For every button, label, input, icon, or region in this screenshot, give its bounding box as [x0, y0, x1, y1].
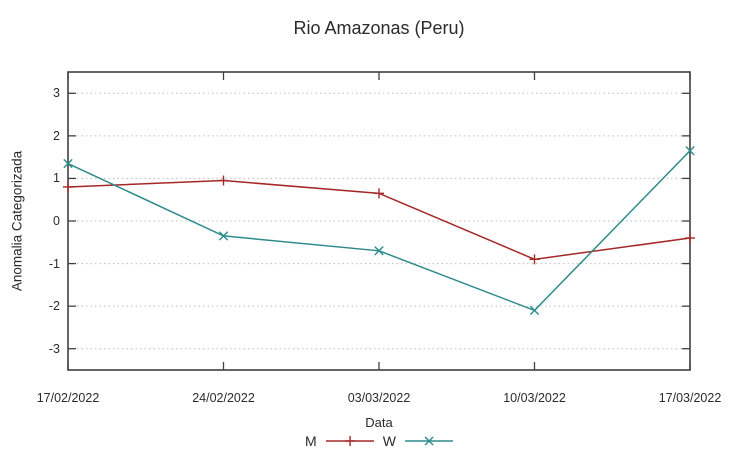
y-tick-label: -3 — [48, 341, 60, 356]
y-tick-label: 2 — [53, 128, 60, 143]
legend-sample-M — [325, 436, 374, 446]
legend-label-M: M — [305, 433, 317, 449]
y-tick-label: 0 — [53, 214, 60, 228]
x-tick-label: 17/03/2022 — [658, 391, 722, 405]
y-tick-label: -2 — [48, 299, 60, 314]
marker-cross-W — [374, 246, 384, 256]
plot-area — [63, 71, 695, 371]
x-tick-label: 17/02/2022 — [36, 391, 100, 405]
x-tick-label: 24/02/2022 — [192, 391, 255, 405]
marker-cross-W — [63, 158, 73, 169]
legend-item-W: W — [383, 433, 453, 449]
chart-title: Rio Amazonas (Peru) — [293, 18, 465, 38]
marker-cross-W — [529, 305, 540, 316]
y-tick-label: 3 — [53, 86, 60, 101]
marker-cross-W — [218, 231, 229, 241]
x-tick-label: 03/03/2022 — [347, 391, 411, 405]
y-tick-label: -1 — [48, 256, 60, 271]
legend-sample-W — [404, 436, 453, 446]
x-axis-label: Data — [365, 415, 393, 430]
marker-cross-W — [685, 146, 695, 156]
legend-label-W: W — [382, 433, 396, 449]
series-line-W — [67, 150, 691, 312]
x-tick-label: 10/03/2022 — [503, 391, 566, 405]
y-tick-label: 1 — [53, 171, 60, 186]
legend-item-M: M — [305, 433, 374, 449]
